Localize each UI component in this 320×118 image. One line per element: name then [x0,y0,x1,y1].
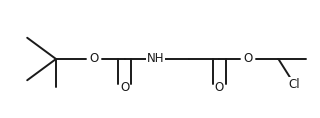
Text: O: O [244,53,252,65]
Text: NH: NH [147,53,164,65]
Text: O: O [120,81,129,94]
Text: Cl: Cl [289,78,300,91]
Text: O: O [90,53,99,65]
Text: O: O [215,81,224,94]
